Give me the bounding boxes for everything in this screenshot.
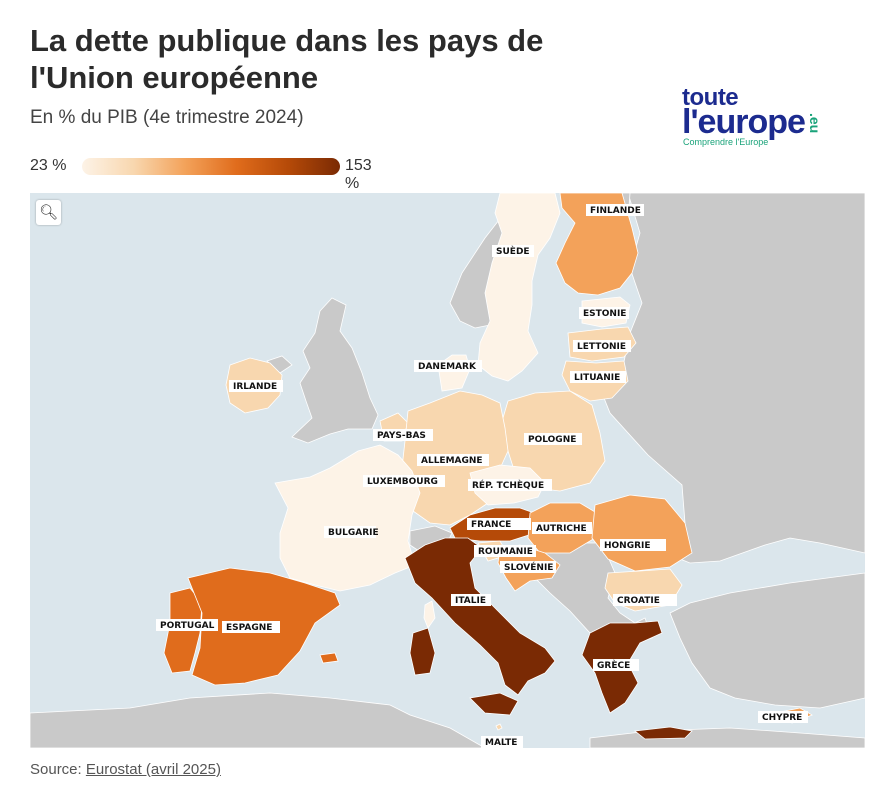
page-title: La dette publique dans les pays de l'Uni… <box>30 23 544 95</box>
label-lituanie: LITUANIE <box>574 373 620 383</box>
great-britain-land <box>291 297 379 444</box>
label-bulgarie: CROATIE <box>617 596 660 606</box>
country-shape-corse[interactable] <box>423 600 436 629</box>
legend-min-label: 23 % <box>30 157 67 174</box>
label-bg-roumanie <box>600 539 666 551</box>
label-roumanie: HONGRIE <box>604 541 651 551</box>
country-shape-finlande[interactable] <box>555 193 639 296</box>
logo-suffix: .eu <box>807 113 823 134</box>
label-finlande: FINLANDE <box>590 206 641 216</box>
label-bg-luxembourg <box>363 475 445 487</box>
toute-leurope-logo: toute l'europe .eu Comprendre l'Europe <box>680 85 850 155</box>
label-bg-portugal <box>156 619 218 631</box>
label-suede: SUÈDE <box>496 245 530 257</box>
label-italie: ITALIE <box>455 596 486 606</box>
country-shape-crete[interactable] <box>633 726 693 740</box>
label-lettonie: LETTONIE <box>577 342 626 352</box>
country-shape-sicile[interactable] <box>469 692 519 716</box>
label-hongrie: AUTRICHE <box>536 524 587 534</box>
label-bg-grece <box>593 659 639 671</box>
label-estonie: ESTONIE <box>583 309 626 319</box>
label-irlande: IRLANDE <box>233 382 277 392</box>
label-bg-rep-tcheque <box>468 479 552 491</box>
label-bg-hongrie <box>532 522 592 534</box>
label-malte: MALTE <box>485 738 517 748</box>
label-bg-slovenie <box>474 545 536 557</box>
logo-line2: l'europe <box>682 103 806 141</box>
label-bg-bulgarie <box>613 594 677 606</box>
label-rep-tcheque: RÉP. TCHÈQUE <box>472 479 544 491</box>
label-autriche: FRANCE <box>471 520 511 530</box>
label-bg-espagne <box>222 621 280 633</box>
source-line: Source: Eurostat (avril 2025) <box>30 761 221 778</box>
logo-line1: toute <box>682 84 739 111</box>
label-bg-danemark <box>414 360 482 372</box>
europe-map[interactable]: FINLANDE SUÈDE ESTONIE LETTONIE LITUANIE… <box>30 193 865 748</box>
label-croatie: SLOVÉNIE <box>504 561 553 573</box>
label-bg-italie <box>451 594 491 606</box>
logo-tagline: Comprendre l'Europe <box>683 137 769 147</box>
map-svg[interactable]: FINLANDE SUÈDE ESTONIE LETTONIE LITUANIE… <box>30 193 865 748</box>
source-prefix: Source: <box>30 761 86 778</box>
color-legend: 23 % 153 % <box>30 156 390 192</box>
legend-max-label: 153 % <box>345 157 372 192</box>
source-link[interactable]: Eurostat (avril 2025) <box>85 761 221 778</box>
country-labels: FINLANDE SUÈDE ESTONIE LETTONIE LITUANIE… <box>156 204 808 748</box>
eastern-landmass <box>599 193 865 564</box>
label-bg-pologne <box>524 433 582 445</box>
label-bg-estonie <box>579 307 629 319</box>
label-bg-autriche <box>467 518 531 530</box>
label-slovenie: ROUMANIE <box>478 547 533 557</box>
label-chypre: CHYPRE <box>762 713 802 723</box>
label-bg-malte <box>481 736 523 748</box>
label-bg-irlande <box>229 380 283 392</box>
country-shape-sardaigne[interactable] <box>409 627 436 676</box>
label-luxembourg: LUXEMBOURG <box>367 477 438 487</box>
label-grece: GRÈCE <box>597 659 630 671</box>
legend-gradient-bar <box>82 158 340 175</box>
search-icon: 🔍︎ <box>38 204 59 221</box>
label-bg-chypre <box>758 711 808 723</box>
zoom-button[interactable]: 🔍︎ <box>36 200 61 225</box>
country-shape-baleares[interactable] <box>319 652 339 664</box>
page-subtitle: En % du PIB (4e trimestre 2024) <box>30 107 304 128</box>
country-shape-suede[interactable] <box>477 193 561 382</box>
label-allemagne: ALLEMAGNE <box>421 456 483 466</box>
country-shape-italie[interactable] <box>404 537 556 696</box>
label-bg-croatie <box>500 561 556 573</box>
label-bg-finlande <box>586 204 644 216</box>
label-bg-lettonie <box>573 340 631 352</box>
label-bg-lituanie <box>570 371 626 383</box>
label-bg-suede <box>492 245 534 257</box>
label-danemark: DANEMARK <box>418 362 477 372</box>
label-bg-france <box>324 526 376 538</box>
label-pologne: POLOGNE <box>528 435 576 445</box>
label-portugal: PORTUGAL <box>160 621 215 631</box>
country-shape-malte[interactable] <box>495 723 503 731</box>
north-africa-land <box>30 692 486 748</box>
label-pays-bas: PAYS-BAS <box>377 431 426 441</box>
label-espagne: ESPAGNE <box>226 623 272 633</box>
label-france: BULGARIE <box>328 528 379 538</box>
label-bg-pays-bas <box>373 429 433 441</box>
turkey-land <box>669 572 865 709</box>
label-bg-allemagne <box>417 454 489 466</box>
